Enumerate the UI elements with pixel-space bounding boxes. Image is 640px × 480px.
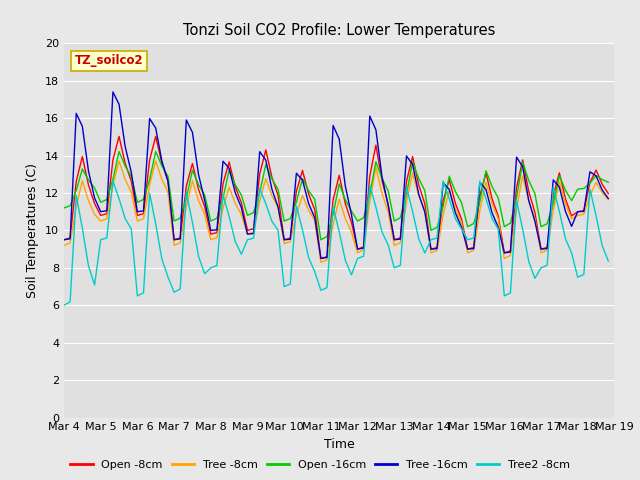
Open -16cm [525,178,532,183]
Open -16cm [537,224,545,229]
Line: Tree -16cm: Tree -16cm [64,92,608,258]
Line: Tree -8cm: Tree -8cm [64,161,608,262]
Tree -16cm [109,89,116,95]
Line: Tree2 -8cm: Tree2 -8cm [64,181,608,305]
Title: Tonzi Soil CO2 Profile: Lower Temperatures: Tonzi Soil CO2 Profile: Lower Temperatur… [183,23,495,38]
Tree2 -8cm [232,239,239,244]
Open -16cm [140,197,147,203]
Text: TZ_soilco2: TZ_soilco2 [75,54,143,67]
Tree -8cm [525,198,532,204]
Tree -8cm [232,201,239,206]
Tree2 -8cm [604,258,612,264]
Tree2 -8cm [60,302,68,308]
Line: Open -8cm: Open -8cm [64,136,608,258]
Tree -8cm [317,259,324,265]
Open -8cm [60,237,68,243]
Open -8cm [592,167,600,173]
Tree -16cm [592,173,600,179]
Open -8cm [317,255,324,261]
Open -8cm [537,246,545,252]
Tree -16cm [525,198,532,204]
Open -8cm [140,211,147,216]
Open -8cm [232,184,239,190]
Tree -16cm [60,237,68,243]
Tree -8cm [452,206,460,212]
Tree2 -8cm [586,186,594,192]
Tree -16cm [452,210,460,216]
Open -16cm [232,182,239,188]
Tree2 -8cm [445,196,453,202]
Tree -16cm [140,208,147,214]
Open -8cm [604,191,612,196]
Open -16cm [592,173,600,179]
Tree -16cm [232,190,239,196]
X-axis label: Time: Time [324,438,355,451]
Legend: Open -8cm, Tree -8cm, Open -16cm, Tree -16cm, Tree2 -8cm: Open -8cm, Tree -8cm, Open -16cm, Tree -… [66,456,574,474]
Tree2 -8cm [531,276,539,281]
Tree -8cm [60,242,68,248]
Tree -8cm [592,180,600,185]
Tree -16cm [604,196,612,202]
Tree -8cm [604,197,612,203]
Open -16cm [317,237,324,243]
Tree -16cm [317,255,324,261]
Open -8cm [452,201,460,206]
Tree -8cm [140,216,147,222]
Open -8cm [115,133,123,139]
Open -16cm [604,180,612,185]
Tree -8cm [537,250,545,256]
Tree2 -8cm [140,290,147,296]
Tree -16cm [537,246,545,252]
Tree2 -8cm [519,226,527,232]
Open -16cm [115,149,123,155]
Line: Open -16cm: Open -16cm [64,152,608,240]
Open -16cm [60,205,68,211]
Tree -8cm [115,158,123,164]
Tree2 -8cm [109,178,116,184]
Open -16cm [452,189,460,194]
Open -8cm [525,189,532,194]
Y-axis label: Soil Temperatures (C): Soil Temperatures (C) [26,163,40,298]
